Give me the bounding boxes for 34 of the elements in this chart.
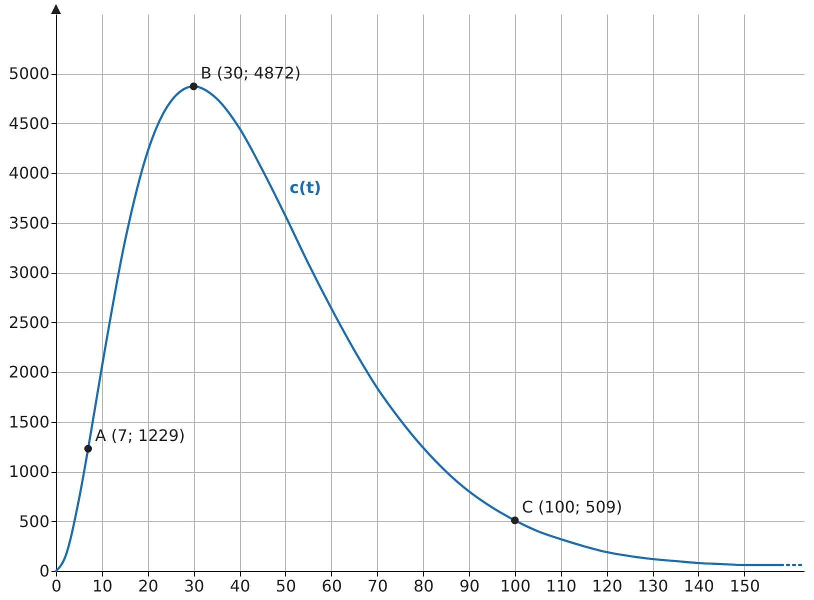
y-tick-label: 2500 bbox=[8, 312, 50, 332]
annotation: C (100; 509) bbox=[522, 497, 622, 516]
x-tick-label: 40 bbox=[230, 576, 250, 596]
x-tick-label: 20 bbox=[138, 576, 158, 596]
x-tick-label: 90 bbox=[459, 576, 480, 596]
x-tick-label: 120 bbox=[592, 576, 622, 596]
y-tick-label: 500 bbox=[18, 512, 50, 531]
x-tick-label: 0 bbox=[51, 576, 62, 596]
y-tick-label: 2000 bbox=[8, 362, 50, 382]
point bbox=[84, 444, 92, 453]
annotation: B (30; 4872) bbox=[200, 63, 301, 82]
x-tick-label: 80 bbox=[413, 576, 434, 596]
x-tick-label: 100 bbox=[500, 576, 531, 596]
point bbox=[190, 82, 198, 90]
y-tick-label: 4500 bbox=[8, 114, 50, 133]
y-tick-label: 3500 bbox=[8, 213, 50, 232]
x-tick-label: 150 bbox=[730, 576, 760, 596]
x-tick-label: 140 bbox=[684, 576, 714, 596]
x-tick-label: 30 bbox=[184, 576, 204, 596]
y-tick-label: 1000 bbox=[8, 462, 50, 482]
x-tick-label: 50 bbox=[276, 576, 296, 596]
x-tick-label: 70 bbox=[368, 576, 388, 596]
point bbox=[511, 516, 519, 524]
y-tick-label: 4000 bbox=[8, 164, 50, 183]
x-tick-label: 130 bbox=[638, 576, 668, 596]
x-tick-label: 110 bbox=[546, 576, 577, 596]
y-tick-label: 3000 bbox=[8, 263, 50, 282]
y-tick-label: 0 bbox=[39, 562, 50, 580]
y-tick-label: 1500 bbox=[8, 412, 50, 432]
x-tick-label: 60 bbox=[322, 576, 342, 596]
series-label: c(t) bbox=[289, 178, 322, 197]
annotation: A (7; 1229) bbox=[95, 426, 186, 445]
y-tick-label: 5000 bbox=[8, 64, 50, 84]
x-tick-label: 10 bbox=[92, 576, 113, 596]
